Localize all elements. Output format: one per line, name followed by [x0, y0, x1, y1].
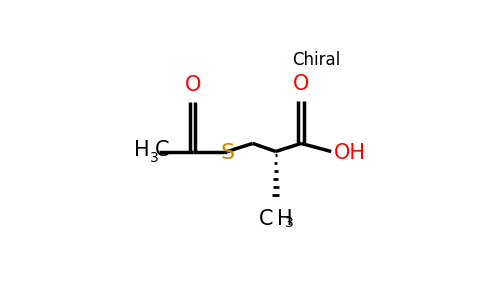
Text: C: C — [155, 140, 170, 160]
Text: Chiral: Chiral — [292, 51, 340, 69]
Text: H: H — [134, 140, 150, 160]
Text: 3: 3 — [151, 151, 159, 165]
Text: C: C — [259, 209, 273, 229]
Text: H: H — [277, 209, 292, 229]
Text: 3: 3 — [285, 216, 293, 230]
Text: S: S — [220, 143, 234, 163]
Text: OH: OH — [333, 143, 365, 163]
Text: O: O — [184, 75, 201, 95]
Text: O: O — [293, 74, 309, 94]
